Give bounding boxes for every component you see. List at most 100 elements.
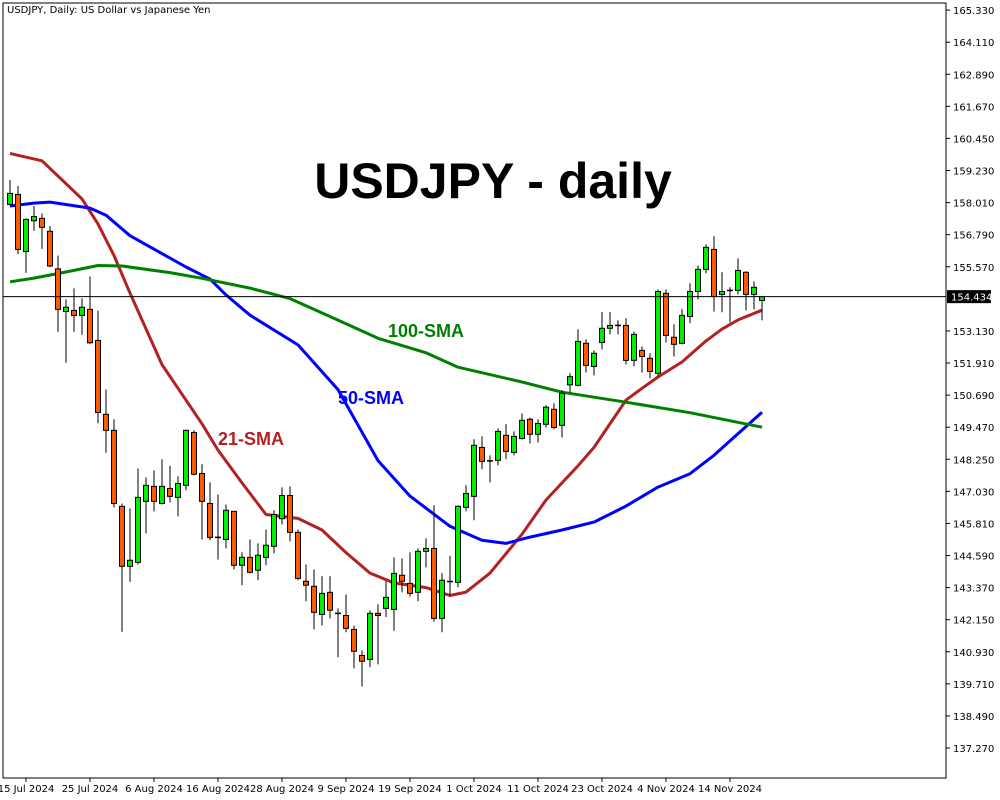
x-tick-label: 11 Oct 2024 [507,784,569,795]
candle-body [55,268,61,310]
candle-body [623,324,629,361]
candle-body [23,218,29,253]
x-tick-label: 23 Oct 2024 [571,784,633,795]
candle [639,346,645,373]
y-tick-label: 151.910 [953,359,994,370]
candle [311,569,317,630]
candle-body [399,574,405,582]
y-tick-label: 165.330 [953,6,994,17]
candle-body [655,290,661,374]
candle-body [543,406,549,425]
candle-body [343,614,349,629]
candle-body [79,306,85,316]
candle-body [247,556,253,573]
candle [79,298,85,335]
candle-body [175,482,181,498]
candle [167,465,173,503]
candle [191,430,197,476]
candle-body [279,495,285,520]
candle-body [359,654,365,662]
candle [55,255,61,332]
candle [703,244,709,274]
candle [551,403,557,430]
candle [183,429,189,491]
candles [7,179,765,687]
y-tick-label: 155.570 [953,263,994,274]
y-tick-label: 138.490 [953,712,994,723]
chart-title: USDJPY - daily [314,153,672,209]
candle-body [183,429,189,486]
candle-body [679,314,685,344]
symbol-info: USDJPY, Daily: US Dollar vs Japanese Yen [7,5,211,16]
x-tick-label: 14 Nov 2024 [698,784,762,795]
candle [583,339,589,373]
candle-body [127,559,133,567]
candle [7,179,13,206]
candle-body [471,444,477,497]
candle-body [583,342,589,366]
candle-body [223,509,229,540]
time-axis[interactable]: 15 Jul 2024 25 Jul 2024 6 Aug 2024 16 Aug 2… [0,778,762,795]
candle-body [111,429,117,504]
candle [439,573,445,633]
candle [303,564,309,602]
y-tick-label: 147.030 [953,487,994,498]
x-tick-label: 4 Nov 2024 [637,784,695,795]
candle-body [575,340,581,386]
candle-body [535,423,541,435]
candle [95,310,101,424]
sma50-label: 50-SMA [338,388,404,408]
price-axis[interactable]: 165.330 164.110 162.890 161.670 160.450 159.2… [946,6,994,755]
candle-body [735,269,741,291]
sma-line-100-sma [9,264,763,429]
candle [199,464,205,540]
candle [63,299,69,363]
candle [623,318,629,365]
candle [119,503,125,632]
candle-body [239,556,245,566]
candle [687,283,693,324]
candle-body [415,550,421,593]
candle [527,417,533,444]
current-price-label-box [947,290,991,304]
candle [471,439,477,521]
candle-body [567,376,573,386]
candle [599,312,605,350]
y-tick-label: 143.370 [953,584,994,595]
candle-body [527,418,533,435]
candle [503,424,509,460]
candle [39,213,45,249]
x-tick-label: 16 Aug 2024 [186,784,250,795]
candle [143,477,149,534]
y-tick-label: 160.450 [953,134,994,145]
x-tick-label: 19 Sep 2024 [378,784,441,795]
candle-body [711,248,717,297]
candle-body [63,306,69,312]
candle-body [439,579,445,619]
candle [719,272,725,313]
candle [543,405,549,428]
candle-body [31,216,37,222]
candle [15,186,21,255]
candle-body [559,392,565,426]
candle [743,271,749,311]
candle-body [431,547,437,619]
candle [159,459,165,505]
candle [615,320,621,335]
candle [535,419,541,443]
candle [287,486,293,542]
candle [567,373,573,393]
candle-body [327,591,333,611]
candle [87,276,93,344]
y-tick-label: 145.810 [953,519,994,530]
candle [695,265,701,300]
candle-body [495,430,501,461]
candle [239,552,245,586]
candle-body [135,496,141,563]
candle-body [167,487,173,497]
y-tick-label: 140.930 [953,648,994,659]
candle-body [231,510,237,566]
candle-body [191,431,197,475]
candle-body [703,246,709,270]
